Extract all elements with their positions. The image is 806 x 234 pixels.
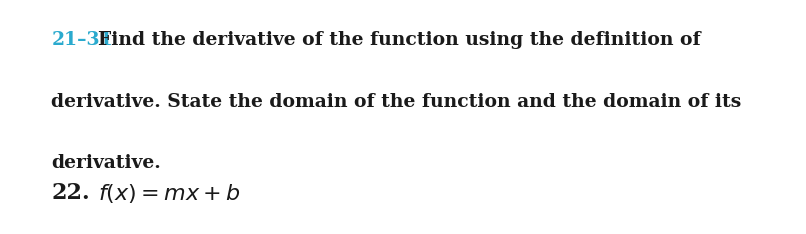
Text: 21–31: 21–31: [52, 31, 113, 49]
Text: 22.: 22.: [52, 182, 90, 204]
Text: Find the derivative of the function using the definition of: Find the derivative of the function usin…: [98, 31, 701, 49]
Text: derivative.: derivative.: [52, 154, 161, 172]
Text: $f(x) = mx + b$: $f(x) = mx + b$: [98, 182, 241, 205]
Text: derivative. State the domain of the function and the domain of its: derivative. State the domain of the func…: [52, 93, 742, 111]
